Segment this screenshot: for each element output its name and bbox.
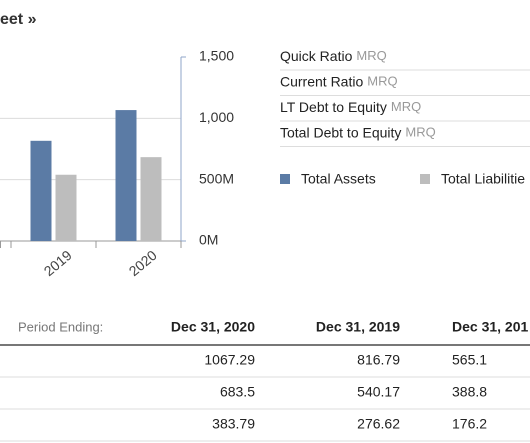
table-cell: 176.2 <box>452 416 487 432</box>
bar <box>30 140 52 241</box>
table-cell: 276.62 <box>357 416 400 432</box>
ratio-name: Total Debt to Equity <box>280 124 401 140</box>
table-header-label: Period Ending: <box>18 319 103 334</box>
bar <box>140 157 162 241</box>
table-cell: 1067.29 <box>204 352 255 368</box>
table-cell: 388.8 <box>452 384 487 400</box>
legend-label: Total Assets <box>301 171 376 187</box>
y-tick-label: 1,500 <box>199 48 234 64</box>
y-tick-label: 1,000 <box>199 109 234 125</box>
table-cell: 565.1 <box>452 352 487 368</box>
ratio-label: Total Debt to Equity MRQ <box>280 124 436 140</box>
ratio-name: Quick Ratio <box>280 48 353 64</box>
legend-swatch <box>420 174 430 184</box>
x-tick-label: 2020 <box>126 247 160 279</box>
table-header: Dec 31, 201 <box>452 319 528 335</box>
ratio-label: LT Debt to Equity MRQ <box>280 99 421 115</box>
bar <box>115 110 137 241</box>
ratio-label: Current Ratio MRQ <box>280 73 398 89</box>
legend-swatch <box>280 174 290 184</box>
ratio-period: MRQ <box>367 74 397 89</box>
ratio-period: MRQ <box>391 99 421 114</box>
table-header: Dec 31, 2019 <box>316 319 400 335</box>
y-tick-label: 0M <box>199 232 218 248</box>
ratio-name: Current Ratio <box>280 73 363 89</box>
ratio-period: MRQ <box>405 125 435 140</box>
y-tick-label: 500M <box>199 170 234 186</box>
table-cell: 816.79 <box>357 352 400 368</box>
bar <box>55 174 77 241</box>
table-cell: 540.17 <box>357 384 400 400</box>
table-cell: 683.5 <box>220 384 255 400</box>
ratio-name: LT Debt to Equity <box>280 99 387 115</box>
table-cell: 383.79 <box>212 416 255 432</box>
ratio-label: Quick Ratio MRQ <box>280 48 387 64</box>
section-title[interactable]: eet » <box>0 11 37 28</box>
table-header: Dec 31, 2020 <box>171 319 255 335</box>
x-tick-label: 2019 <box>41 247 75 279</box>
ratio-period: MRQ <box>356 48 386 63</box>
legend-label: Total Liabilitie <box>441 171 525 187</box>
